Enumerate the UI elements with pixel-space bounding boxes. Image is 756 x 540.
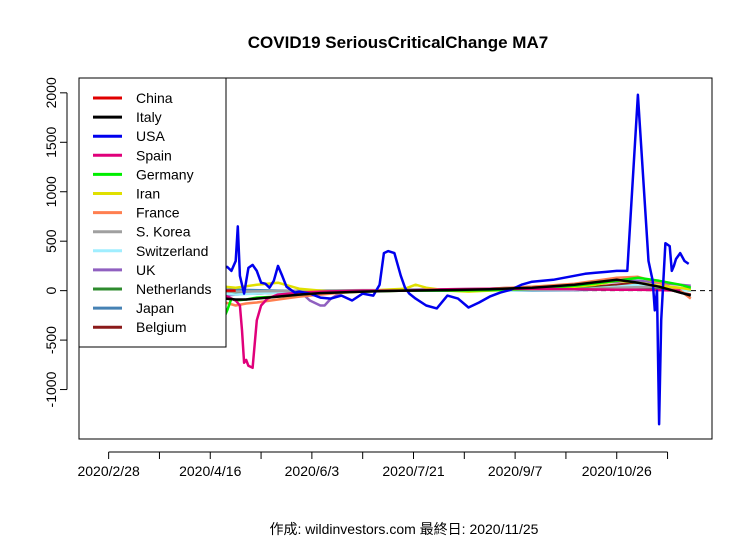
x-tick-label: 2020/6/3 <box>285 463 340 479</box>
y-tick-label: 500 <box>43 229 59 253</box>
legend-label-china: China <box>136 90 173 106</box>
legend-label-uk: UK <box>136 262 156 278</box>
legend-label-usa: USA <box>136 128 165 144</box>
legend: China Italy USA Spain Germany Iran France S. Ko… <box>78 77 227 348</box>
legend-label-iran: Iran <box>136 186 160 202</box>
chart-title: COVID19 SeriousCriticalChange MA7 <box>248 33 548 52</box>
legend-label-italy: Italy <box>136 109 162 125</box>
legend-label-germany: Germany <box>136 166 194 182</box>
axes: 2020/2/28 2020/4/16 2020/6/3 2020/7/21 2020/… <box>43 77 669 479</box>
x-tick-label: 2020/4/16 <box>179 463 241 479</box>
y-tick-label: 0 <box>43 287 59 295</box>
legend-label-belgium: Belgium <box>136 319 187 335</box>
x-tick-label: 2020/2/28 <box>77 463 139 479</box>
legend-label-japan: Japan <box>136 300 174 316</box>
y-tick-label: -500 <box>43 326 59 354</box>
x-tick-label: 2020/9/7 <box>488 463 543 479</box>
y-tick-label: 1000 <box>43 176 59 207</box>
chart-caption: 作成: wildinvestors.com 最終日: 2020/11/25 <box>270 521 539 537</box>
legend-label-france: France <box>136 205 180 221</box>
y-tick-label: 2000 <box>43 77 59 108</box>
x-tick-label: 2020/10/26 <box>582 463 652 479</box>
legend-label-netherlands: Netherlands <box>136 281 212 297</box>
legend-label-switzerland: Switzerland <box>136 243 208 259</box>
legend-label-spain: Spain <box>136 147 172 163</box>
x-tick-label: 2020/7/21 <box>382 463 444 479</box>
y-tick-label: 1500 <box>43 127 59 158</box>
y-tick-label: -1000 <box>43 371 59 407</box>
legend-label-s-korea: S. Korea <box>136 224 191 240</box>
